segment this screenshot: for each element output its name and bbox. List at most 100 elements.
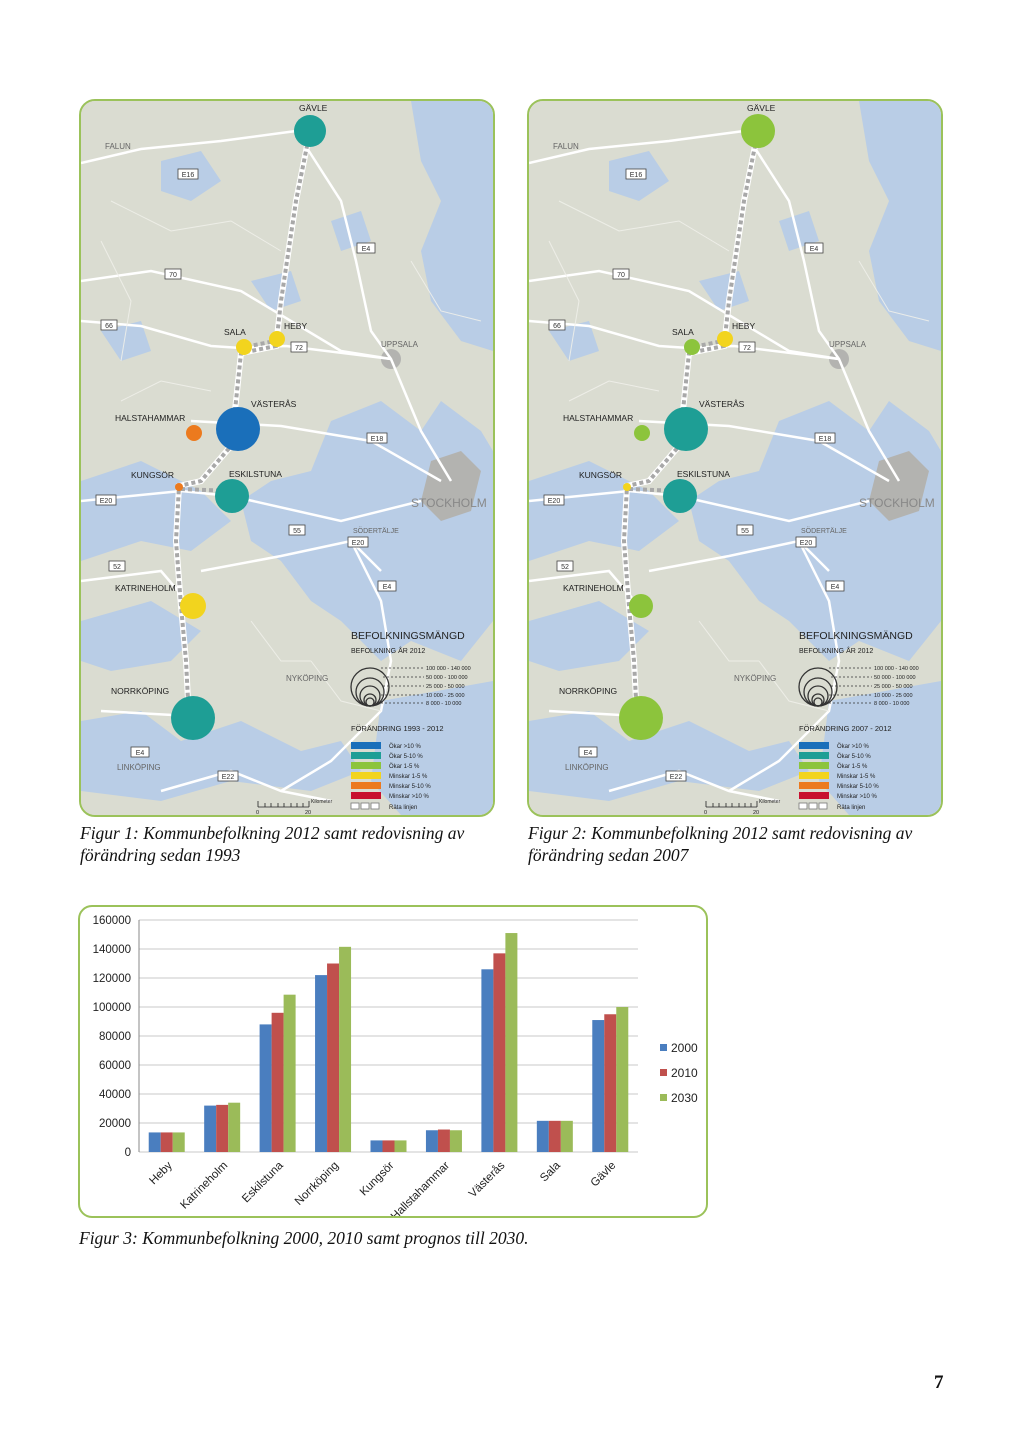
city-marker [215,479,249,513]
svg-text:E16: E16 [182,172,195,179]
label-stockholm: STOCKHOLM [859,496,935,510]
legend-size-label: 8 000 - 10 000 [874,701,909,707]
road-shields: E16 E4 70 66 72 E18 E20 55 E20 52 E4 E4 … [95,168,397,782]
page-number: 7 [934,1372,944,1393]
label-uppsala: UPPSALA [829,340,867,349]
bar-2010 [271,1012,284,1152]
label-sodertalje: SÖDERTÄLJE [353,527,399,535]
label-linkoping: LINKÖPING [565,763,609,772]
x-tick-label: Eskilstuna [240,1159,286,1205]
legend-size-circles [350,667,390,707]
legend-change-item: Minskar >10 % [799,792,878,800]
svg-text:E4: E4 [362,246,371,253]
svg-text:HEBY: HEBY [284,321,307,331]
svg-text:Minskar 5-10 %: Minskar 5-10 % [389,784,431,790]
legend-change-item: Minskar 1-5 % [351,772,428,780]
legend-change-item: Minskar >10 % [351,792,430,800]
svg-text:E4: E4 [810,246,819,253]
bar-2010 [216,1104,229,1152]
svg-text:66: 66 [553,323,561,330]
x-tick-label: Västerås [467,1159,508,1200]
svg-text:20: 20 [753,810,759,815]
svg-text:E4: E4 [136,750,145,757]
city-marker [663,479,697,513]
y-tick-label: 120000 [93,973,131,985]
y-tick-label: 160000 [93,915,131,927]
caption-line: förändring sedan 1993 [80,845,241,865]
legend-subtitle: BEFOLKNING ÅR 2012 [351,646,425,655]
legend-railway: Räta linjen [389,805,417,811]
city-marker [717,331,733,347]
legend-label: 2000 [671,1041,698,1055]
y-tick-label: 0 [125,1147,131,1159]
legend-size-label: 8 000 - 10 000 [426,701,461,707]
bar-2000 [425,1130,438,1152]
svg-text:Kilometer: Kilometer [759,799,780,805]
svg-text:0: 0 [256,810,259,815]
svg-text:Ökar 1-5 %: Ökar 1-5 % [389,763,420,770]
legend-size-label: 10 000 - 25 000 [426,693,465,699]
bar-2010 [437,1129,450,1152]
legend-change-item: Ökar >10 % [799,742,870,750]
svg-text:55: 55 [293,528,301,535]
caption-line: förändring sedan 2007 [528,845,689,865]
city-5: KUNGSÖR [131,470,183,491]
x-tick-label: Gävle [589,1160,619,1190]
figure-1-caption: Figur 1: Kommunbefolkning 2012 samt redo… [80,822,510,866]
svg-text:GÄVLE: GÄVLE [299,103,328,113]
legend-label: 2030 [671,1091,698,1105]
caption-line: Figur 1: Kommunbefolkning 2012 samt redo… [80,823,465,843]
map-canvas: E16 E4 70 66 72 E18 E20 55 E20 52 E4 E4 … [81,101,493,815]
label-sodertalje: SÖDERTÄLJE [801,527,847,535]
svg-text:72: 72 [743,345,751,352]
city-8: NORRKÖPING [111,686,215,740]
svg-text:E4: E4 [383,584,392,591]
svg-text:E20: E20 [352,540,365,547]
bar-2010 [493,953,506,1152]
city-marker [629,594,653,618]
svg-text:Minskar 5-10 %: Minskar 5-10 % [837,784,879,790]
label-linkoping: LINKÖPING [117,763,161,772]
legend-change-item: Ökar 1-5 % [799,762,868,770]
city-marker [623,483,631,491]
place-labels: FALUN UPPSALA STOCKHOLM SÖDERTÄLJE NYKÖP… [553,142,935,772]
city-marker [741,114,775,148]
city-markers: GÄVLE SALA HEBY VÄSTERÅS HALSTAHAMMAR KU… [111,103,328,740]
city-marker [634,425,650,441]
legend-subtitle: BEFOLKNING ÅR 2012 [799,646,873,655]
bar-2030 [394,1140,407,1152]
bar-2030 [560,1120,573,1152]
road-shields: E16 E4 70 66 72 E18 E20 55 E20 52 E4 E4 … [543,168,845,782]
svg-text:E20: E20 [100,498,113,505]
svg-text:52: 52 [113,564,121,571]
svg-text:KATRINEHOLM: KATRINEHOLM [115,583,176,593]
city-marker [236,339,252,355]
legend-change-item: Minskar 5-10 % [351,782,431,790]
svg-text:Ökar 5-10 %: Ökar 5-10 % [837,753,871,760]
bar-2030 [505,933,518,1152]
y-tick-label: 20000 [99,1118,131,1130]
svg-text:E16: E16 [630,172,643,179]
x-tick-label: Sala [538,1159,563,1184]
city-4: HALSTAHAMMAR [115,413,202,441]
caption-line: Figur 2: Kommunbefolkning 2012 samt redo… [528,823,913,843]
legend-size-label: 100 000 - 140 000 [874,666,919,672]
y-tick-label: 140000 [93,944,131,956]
bar-2030 [616,1007,629,1152]
svg-text:HALSTAHAMMAR: HALSTAHAMMAR [563,413,633,423]
bar-2010 [160,1132,173,1152]
legend-change-item: Minskar 5-10 % [799,782,879,790]
svg-text:Kilometer: Kilometer [311,799,332,805]
city-marker [175,483,183,491]
legend-swatch [660,1044,667,1051]
legend-size-circles [798,667,838,707]
svg-text:Ökar 5-10 %: Ökar 5-10 % [389,753,423,760]
bar-2030 [283,994,296,1152]
svg-text:KUNGSÖR: KUNGSÖR [131,470,174,480]
city-6: ESKILSTUNA [663,469,730,513]
svg-text:ESKILSTUNA: ESKILSTUNA [229,469,282,479]
map-figure-1: E16 E4 70 66 72 E18 E20 55 E20 52 E4 E4 … [79,99,495,817]
city-4: HALSTAHAMMAR [563,413,650,441]
scale-bar [705,801,758,808]
map-figure-2: E16 E4 70 66 72 E18 E20 55 E20 52 E4 E4 … [527,99,943,817]
